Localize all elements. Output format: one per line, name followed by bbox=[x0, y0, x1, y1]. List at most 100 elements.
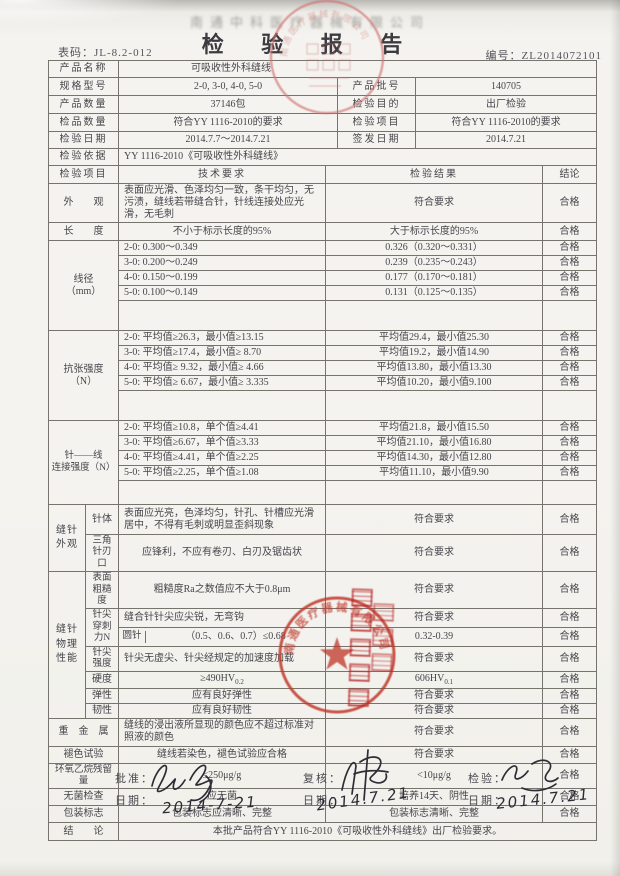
review-label: 复核： bbox=[303, 773, 342, 785]
table-row: 3-0: 0.200～0.249 0.239（0.235～0.243） 合格 bbox=[49, 255, 597, 271]
col-result: 检验结果 bbox=[325, 165, 543, 184]
table-row: 针——线 连接强度（N） 2-0: 平均值≥10.8，单个值≥4.41 平均值21… bbox=[48, 420, 597, 505]
table-row: 产品数量 37146包 检验目的 出厂检验 bbox=[48, 95, 597, 114]
report-table: 产品名称 可吸收性外科缝线 规格型号 2-0, 3-0, 4-0, 5-0 产品… bbox=[48, 60, 597, 842]
conclusion: 合格 bbox=[542, 608, 597, 628]
table-row: 重 金 属 缝线的浸出液所显现的颜色应不超过标准对照液的颜色 符合要求 合格 bbox=[48, 717, 597, 747]
purpose-value: 出厂检验 bbox=[415, 95, 597, 114]
table-row: 5-0: 平均值≥2.25，单个值≥1.08 平均值11.10，最小值9.90 合格 bbox=[49, 465, 597, 481]
conclusion: 合格 bbox=[542, 702, 597, 719]
conclusion: 合格 bbox=[542, 504, 597, 535]
group-label: 缝针外观 bbox=[48, 503, 86, 573]
date-value: 2014.7.7～2014.7.21 bbox=[118, 131, 338, 149]
form-code: 表码：JL-8.2-012 bbox=[58, 47, 153, 59]
table-row: 检验依据 YY 1116-2010《可吸收性外科缝线》 bbox=[48, 148, 597, 166]
conclusion: 合格 bbox=[542, 465, 597, 481]
result: 606HV0.1 bbox=[325, 671, 543, 689]
table-row: 5-0: 平均值≥ 6.67，最小值≥ 3.335 平均值10.20，最小值9.1… bbox=[49, 375, 597, 391]
table-row: 4-0: 平均值≥4.41，单个值≥2.25 平均值14.30，最小值12.80 合… bbox=[49, 450, 597, 466]
requirement: 表面应光亮，色泽均匀，针孔、针槽应光滑居中，不得有毛刺或明显歪斜现象 bbox=[118, 504, 326, 535]
table-row-blank bbox=[49, 480, 597, 505]
table-row: 长 度 不小于标示长度的95% 大于标示长度的95% 合格 bbox=[48, 222, 597, 241]
conclusion: 合格 bbox=[542, 270, 597, 286]
conclusion: 合格 bbox=[542, 183, 597, 223]
result: 0.326（0.320～0.331） bbox=[325, 240, 543, 256]
issue-value: 2014.7.21 bbox=[415, 131, 597, 149]
conclusion: 合格 bbox=[542, 330, 597, 346]
conclusion: 合格 bbox=[542, 717, 597, 747]
table-row: 外 观 表面应光滑、色泽均匀一致，条干均匀，无污渍，缝线若带缝合针，针线连接处应… bbox=[48, 183, 597, 223]
result: 符合要求 bbox=[325, 533, 543, 573]
conclusion: 合格 bbox=[542, 671, 597, 689]
approve-date-label: 日期： bbox=[115, 795, 154, 807]
sub-label: 针尖穿刺力N bbox=[85, 608, 119, 647]
table-row: 检验日期 2014.7.7～2014.7.21 签发日期 2014.7.21 bbox=[48, 131, 597, 149]
basis-label: 检验依据 bbox=[48, 148, 119, 166]
scan-fold-corner bbox=[0, 0, 180, 26]
row-label: 抗张强度 （N） bbox=[48, 330, 119, 421]
conclusion: 合格 bbox=[542, 645, 597, 673]
needle-type-label: 圆针 bbox=[120, 630, 146, 643]
product-info-table: 产品名称 可吸收性外科缝线 规格型号 2-0, 3-0, 4-0, 5-0 产品… bbox=[48, 60, 597, 166]
date-label: 检验日期 bbox=[48, 131, 119, 149]
sub-label: 针体 bbox=[85, 504, 119, 535]
seal-glyph bbox=[347, 688, 370, 707]
table-row: 三角针刃口 应锋利，不应有卷刃、白刃及锯齿状 符合要求 合格 bbox=[49, 533, 597, 573]
row-label: 重 金 属 bbox=[48, 717, 119, 747]
row-label: 包装标志 bbox=[48, 805, 119, 824]
sub-label: 硬度 bbox=[85, 671, 119, 689]
requirement: 粗糙度Ra之数值应不大于0.8μm bbox=[118, 571, 326, 610]
seal-glyph bbox=[348, 663, 371, 682]
requirement: 针尖无虚尖、针尖经规定的加速度加载 bbox=[118, 645, 326, 673]
table-row: 4-0: 0.150～0.199 0.177（0.170～0.181） 合格 bbox=[49, 270, 597, 286]
result: 平均值21.10，最小值16.80 bbox=[325, 435, 543, 451]
result: 大于标示长度的95% bbox=[325, 222, 543, 241]
spec-label: 规格型号 bbox=[48, 77, 119, 96]
conclusion: 合格 bbox=[542, 240, 597, 256]
conclusion: 合格 bbox=[542, 420, 597, 436]
svg-text:南通医疗器械有限公司: 南通医疗器械有限公司 bbox=[278, 8, 372, 57]
row-label: 长 度 bbox=[48, 222, 119, 241]
requirement: 缝线的浸出液所显现的颜色应不超过标准对照液的颜色 bbox=[118, 717, 326, 747]
issue-label: 签发日期 bbox=[337, 131, 416, 149]
conclusion: 合格 bbox=[542, 345, 597, 361]
table-row: 缝针物理性能 表面粗糙度 粗糙度Ra之数值应不大于0.8μm 符合要求 合格 bbox=[48, 571, 597, 719]
conclusion: 合格 bbox=[542, 687, 597, 704]
sub-label: 针尖强度 bbox=[85, 645, 119, 673]
row-label: 无菌检查 bbox=[48, 788, 119, 807]
final-conclusion: 本批产品符合YY 1116-2010《可吸收性外科缝线》出厂检验要求。 bbox=[118, 822, 597, 842]
basis-value: YY 1116-2010《可吸收性外科缝线》 bbox=[118, 148, 597, 166]
requirement: 应锋利，不应有卷刃、白刃及锯齿状 bbox=[118, 533, 326, 573]
conclusion: 合格 bbox=[542, 745, 597, 764]
requirement: 3-0: 0.200～0.249 bbox=[118, 255, 326, 271]
requirement: 不小于标示长度的95% bbox=[118, 222, 326, 241]
table-row: 韧性 应有良好韧性 符合要求 合格 bbox=[49, 702, 597, 719]
table-row: 无菌检查 应无菌 培养14天、阴性 合格 bbox=[48, 788, 597, 807]
seal-glyph bbox=[371, 652, 393, 672]
requirement: 3-0: 平均值≥6.67，单个值≥3.33 bbox=[118, 435, 326, 451]
seal-glyph bbox=[372, 602, 395, 622]
items-value: 符合YY 1116-2010的要求 bbox=[415, 113, 597, 132]
requirement: 2-0: 0.300～0.349 bbox=[118, 240, 326, 256]
requirement: 4-0: 平均值≥ 9.32，最小值≥ 4.66 bbox=[118, 360, 326, 376]
scan-shadow-right bbox=[610, 0, 620, 876]
sample-label: 检品数量 bbox=[48, 113, 119, 132]
table-row: 包装标志 包装标志应清晰、完整 包装标志清晰、完整 合格 bbox=[48, 805, 597, 824]
row-label: 褪色试验 bbox=[48, 745, 119, 764]
table-row: 结 论 本批产品符合YY 1116-2010《可吸收性外科缝线》出厂检验要求。 bbox=[48, 822, 597, 842]
table-row: 3-0: 平均值≥6.67，单个值≥3.33 平均值21.10，最小值16.80 合… bbox=[49, 435, 597, 451]
conclusion: 合格 bbox=[542, 360, 597, 376]
requirement: 2-0: 平均值≥10.8，单个值≥4.41 bbox=[118, 420, 326, 436]
result: 平均值14.30，最小值12.80 bbox=[325, 450, 543, 466]
qty-label: 产品数量 bbox=[48, 95, 119, 114]
requirement: 5-0: 平均值≥2.25，单个值≥1.08 bbox=[118, 465, 326, 481]
seal-glyph bbox=[371, 627, 394, 647]
result: 符合要求 bbox=[325, 717, 543, 747]
conclusion: 合格 bbox=[542, 435, 597, 451]
group-label: 缝针物理性能 bbox=[48, 571, 86, 719]
table-row-blank bbox=[49, 390, 597, 421]
col-concl: 结论 bbox=[542, 165, 597, 184]
table-header-row: 检验项目 技术要求 检验结果 结论 bbox=[48, 165, 597, 184]
row-label: 针——线 连接强度（N） bbox=[48, 420, 119, 505]
inspect-date-label: 日期： bbox=[468, 795, 507, 807]
